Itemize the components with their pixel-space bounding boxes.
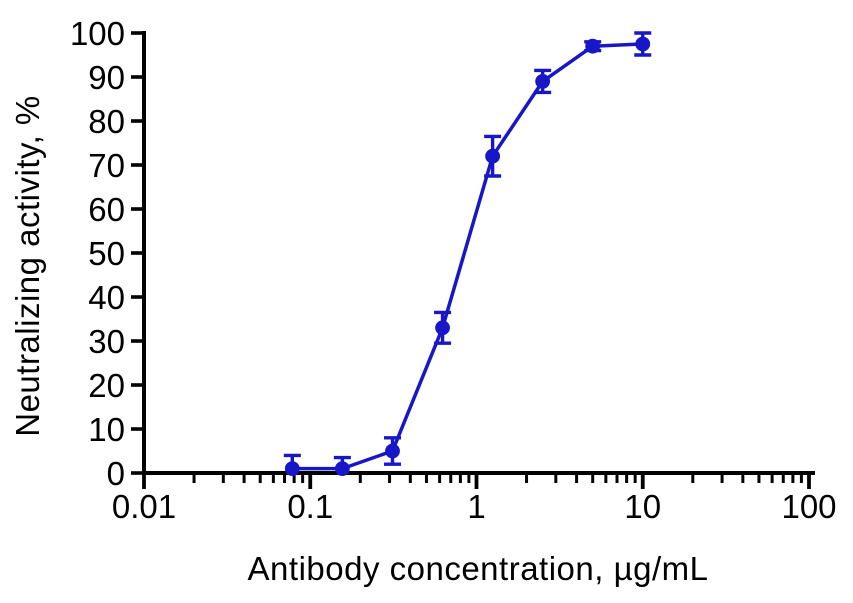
- data-point: [485, 148, 501, 164]
- y-tick-label: 70: [88, 147, 125, 184]
- x-tick-label: 0.01: [112, 488, 176, 525]
- error-bars: [283, 31, 652, 471]
- y-tick-label: 30: [88, 323, 125, 360]
- y-tick-label: 60: [88, 191, 125, 228]
- y-tick-label: 0: [107, 455, 125, 492]
- y-tick-label: 50: [88, 235, 125, 272]
- data-point: [385, 443, 400, 459]
- y-tick-label: 10: [88, 411, 125, 448]
- data-point: [334, 461, 350, 476]
- data-point: [585, 38, 601, 54]
- y-tick-label: 20: [88, 367, 125, 404]
- y-axis-title: Neutralizing activity, %: [9, 95, 46, 437]
- series-line: [292, 42, 643, 471]
- data-point: [535, 74, 551, 89]
- x-axis-title: Antibody concentration, µg/mL: [247, 550, 709, 587]
- x-tick-label: 0.1: [287, 488, 333, 525]
- y-tick-label: 80: [88, 103, 125, 140]
- data-point: [635, 36, 651, 52]
- x-tick-label: 1: [467, 488, 485, 525]
- x-tick-label: 100: [781, 488, 836, 525]
- x-tick-label: 10: [624, 488, 661, 525]
- y-tick-label: 90: [88, 59, 125, 96]
- y-tick-label: 100: [70, 15, 125, 52]
- data-point: [435, 320, 450, 336]
- y-tick-label: 40: [88, 279, 125, 316]
- data-point: [284, 461, 300, 476]
